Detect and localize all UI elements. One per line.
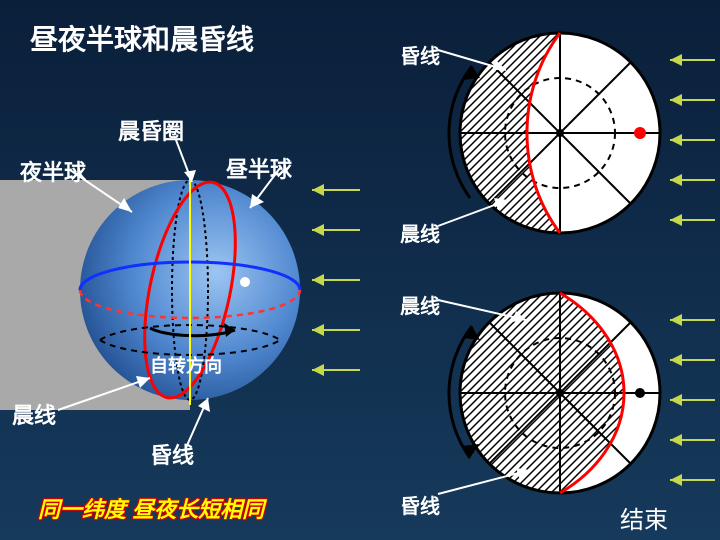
arrow-icon bbox=[312, 274, 360, 286]
label-chenxian-left: 晨线 bbox=[12, 398, 56, 430]
label-hunxian-top: 昏线 bbox=[400, 40, 440, 69]
arrow-icon bbox=[312, 184, 360, 196]
label-chenxian-top: 晨线 bbox=[400, 218, 440, 247]
arrow-icon bbox=[312, 324, 360, 336]
arrow-icon bbox=[670, 354, 715, 366]
arrow-icon bbox=[670, 314, 715, 326]
label-chenxian-bot: 晨线 bbox=[400, 290, 440, 319]
end-button[interactable]: 结束 bbox=[620, 500, 668, 535]
arrow-icon bbox=[670, 174, 715, 186]
footnote: 同一纬度 昼夜长短相同 bbox=[38, 492, 264, 524]
arrow-icon bbox=[312, 364, 360, 376]
arrow-icon bbox=[670, 394, 715, 406]
page-title: 昼夜半球和晨昏线 bbox=[30, 18, 254, 58]
arrow-icon bbox=[670, 134, 715, 146]
sun-arrows-left bbox=[300, 0, 380, 440]
arrow-icon bbox=[670, 434, 715, 446]
label-zhoubanqiu: 昼半球 bbox=[226, 152, 292, 184]
arrow-icon bbox=[670, 474, 715, 486]
sun-arrows-right bbox=[660, 0, 720, 520]
label-hunxian-left: 昏线 bbox=[150, 438, 194, 470]
arrow-icon bbox=[670, 94, 715, 106]
polar-top-diagram bbox=[430, 18, 690, 258]
arrow-icon bbox=[670, 214, 715, 226]
label-hunxian-bot: 昏线 bbox=[400, 490, 440, 519]
arrow-icon bbox=[312, 224, 360, 236]
polar-bottom-diagram bbox=[430, 278, 690, 518]
label-zizhuan: 自转方向 bbox=[150, 352, 222, 378]
label-yebanqiu: 夜半球 bbox=[20, 155, 86, 187]
arrow-icon bbox=[670, 54, 715, 66]
label-chenhunquan: 晨昏圈 bbox=[118, 114, 184, 146]
